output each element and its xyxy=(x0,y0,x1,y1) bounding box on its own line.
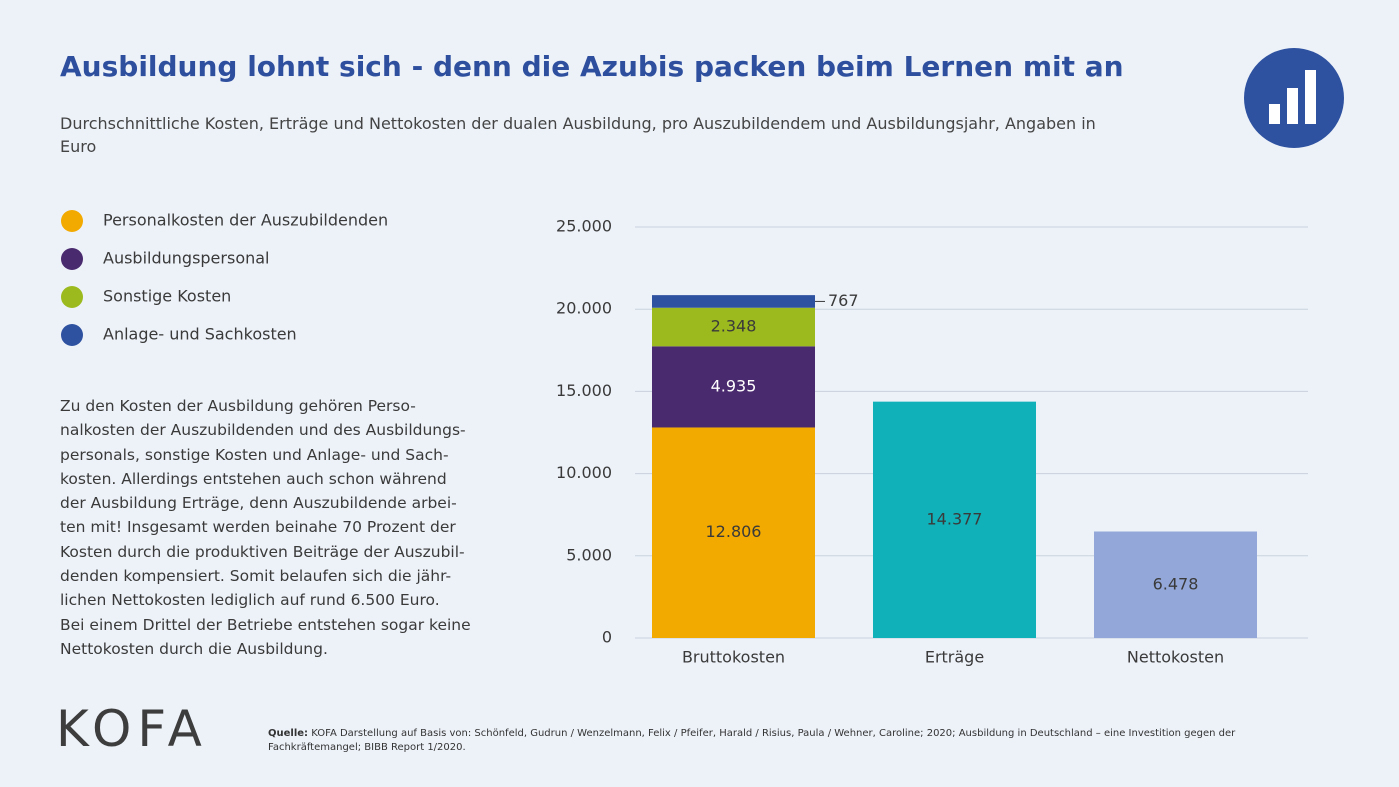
y-tick-label: 5.000 xyxy=(566,545,612,564)
bar-segment xyxy=(652,427,815,638)
y-tick-label: 25.000 xyxy=(556,217,612,236)
value-label: 2.348 xyxy=(711,317,757,336)
description: Zu den Kosten der Ausbildung gehören Per… xyxy=(60,394,471,661)
value-label: 12.806 xyxy=(706,522,762,541)
value-label: 4.935 xyxy=(711,376,757,395)
x-tick-label: Erträge xyxy=(925,648,984,667)
description-line: nalkosten der Auszubildenden und des Aus… xyxy=(60,421,466,440)
legend-marker xyxy=(61,210,83,232)
description-line: ten mit! Insgesamt werden beinahe 70 Pro… xyxy=(60,518,456,537)
source: Quelle: KOFA Darstellung auf Basis von: … xyxy=(268,727,1238,755)
legend-marker xyxy=(61,286,83,308)
subtitle: Durchschnittliche Kosten, Erträge und Ne… xyxy=(60,114,1096,156)
description-line: Bei einem Drittel der Betriebe entstehen… xyxy=(60,615,471,634)
chart-icon xyxy=(1244,48,1344,148)
description-line: personals, sonstige Kosten und Anlage- u… xyxy=(60,445,449,464)
source-text: KOFA Darstellung auf Basis von: Schönfel… xyxy=(268,728,1236,753)
description-line: kosten. Allerdings entstehen auch schon … xyxy=(60,469,447,488)
y-tick-label: 20.000 xyxy=(556,299,612,318)
legend-label: Ausbildungspersonal xyxy=(103,249,270,268)
y-tick-label: 0 xyxy=(602,628,612,647)
bar-segment xyxy=(652,295,815,308)
description-line: der Ausbildung Erträge, denn Auszubilden… xyxy=(60,494,457,513)
bar-segment xyxy=(652,307,815,347)
y-tick-label: 10.000 xyxy=(556,463,612,482)
description-line: Zu den Kosten der Ausbildung gehören Per… xyxy=(60,397,416,415)
value-label: 6.478 xyxy=(1153,574,1199,593)
description-line: lichen Nettokosten lediglich auf rund 6.… xyxy=(60,591,440,610)
bar xyxy=(873,401,1036,638)
bar xyxy=(1094,531,1257,638)
description-line: denden kompensiert. Somit belaufen sich … xyxy=(60,567,452,586)
title: Ausbildung lohnt sich - denn die Azubis … xyxy=(60,50,1124,83)
value-label: 767 xyxy=(828,291,859,310)
description-line: Nettokosten durch die Ausbildung. xyxy=(60,639,328,658)
description-line: Kosten durch die produktiven Beiträge de… xyxy=(60,542,465,561)
legend-label: Personalkosten der Auszubildenden xyxy=(103,211,388,230)
source-label: Quelle: xyxy=(268,728,309,739)
legend-marker xyxy=(61,324,83,346)
logo: KOFA xyxy=(56,700,208,758)
bar-segment xyxy=(652,346,815,428)
y-tick-label: 15.000 xyxy=(556,381,612,400)
x-tick-label: Nettokosten xyxy=(1127,648,1224,667)
legend-marker xyxy=(61,248,83,270)
value-label: 14.377 xyxy=(927,509,983,528)
legend-label: Sonstige Kosten xyxy=(103,287,231,306)
x-tick-label: Bruttokosten xyxy=(682,648,785,667)
legend-label: Anlage- und Sachkosten xyxy=(103,325,297,344)
